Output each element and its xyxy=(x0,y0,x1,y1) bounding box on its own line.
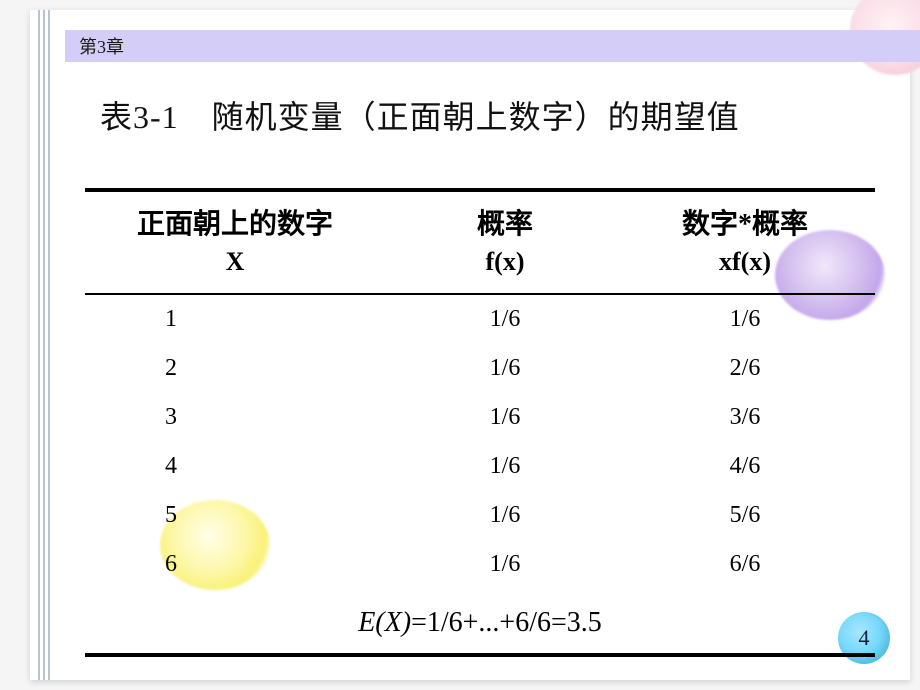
col-header-x: 正面朝上的数字 X xyxy=(85,206,385,279)
cell-xfx: 5/6 xyxy=(625,502,865,529)
col-header-xfx-label: 数字*概率 xyxy=(682,206,808,244)
col-header-fx: 概率 f(x) xyxy=(385,206,625,279)
col-header-fx-sub: f(x) xyxy=(486,244,525,279)
cell-fx: 1/6 xyxy=(385,306,625,333)
cell-x: 4 xyxy=(85,453,385,480)
cell-xfx: 3/6 xyxy=(625,404,865,431)
cell-xfx: 2/6 xyxy=(625,355,865,382)
cell-x: 1 xyxy=(85,306,385,333)
table-footer-row: E(X) = 1/6+...+6/6 = 3.5 xyxy=(85,589,875,653)
cell-xfx: 4/6 xyxy=(625,453,865,480)
expected-value-table: 正面朝上的数字 X 概率 f(x) 数字*概率 xf(x) 11/61/621/… xyxy=(85,188,875,657)
footer-mid: 1/6+...+6/6 xyxy=(427,607,551,639)
table-row: 31/63/6 xyxy=(85,393,875,442)
cell-x: 2 xyxy=(85,355,385,382)
col-header-xfx: 数字*概率 xf(x) xyxy=(625,206,865,279)
cell-xfx: 1/6 xyxy=(625,306,865,333)
col-header-fx-label: 概率 xyxy=(477,206,533,244)
cell-fx: 1/6 xyxy=(385,551,625,578)
table-title: 表3-1 随机变量（正面朝上数字）的期望值 xyxy=(100,92,920,138)
footer-lhs: E(X) xyxy=(358,607,411,639)
footer-eq1: = xyxy=(411,607,427,639)
table-row: 61/66/6 xyxy=(85,540,875,589)
cell-fx: 1/6 xyxy=(385,453,625,480)
cell-fx: 1/6 xyxy=(385,355,625,382)
cell-fx: 1/6 xyxy=(385,404,625,431)
table-row: 11/61/6 xyxy=(85,295,875,344)
cell-x: 3 xyxy=(85,404,385,431)
cell-x: 5 xyxy=(85,502,385,529)
col-header-x-sub: X xyxy=(226,244,245,279)
table-row: 41/64/6 xyxy=(85,442,875,491)
slide: 第3章 表3-1 随机变量（正面朝上数字）的期望值 正面朝上的数字 X 概率 f… xyxy=(30,10,910,680)
table-row: 51/65/6 xyxy=(85,491,875,540)
table-row: 21/62/6 xyxy=(85,344,875,393)
footer-eq2: = xyxy=(551,607,567,639)
cell-fx: 1/6 xyxy=(385,502,625,529)
cell-x: 6 xyxy=(85,551,385,578)
footer-rhs: 3.5 xyxy=(567,607,602,639)
chapter-tab: 第3章 xyxy=(65,30,920,62)
col-header-xfx-sub: xf(x) xyxy=(719,244,771,279)
table-bottom-rule xyxy=(85,653,875,657)
table-header-row: 正面朝上的数字 X 概率 f(x) 数字*概率 xf(x) xyxy=(85,192,875,293)
cell-xfx: 6/6 xyxy=(625,551,865,578)
left-rule-lines xyxy=(30,10,55,680)
col-header-x-label: 正面朝上的数字 xyxy=(137,206,333,244)
